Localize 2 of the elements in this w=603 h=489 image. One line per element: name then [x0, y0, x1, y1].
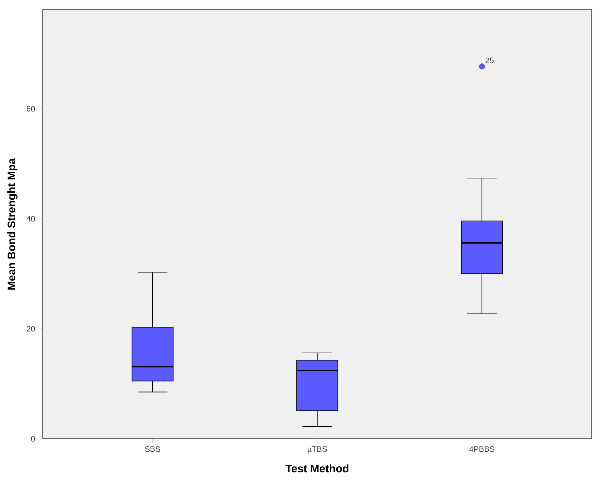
y-axis-title: Mean Bond Strenght Mpa: [8, 158, 18, 290]
x-axis-title: Test Method: [286, 464, 349, 473]
